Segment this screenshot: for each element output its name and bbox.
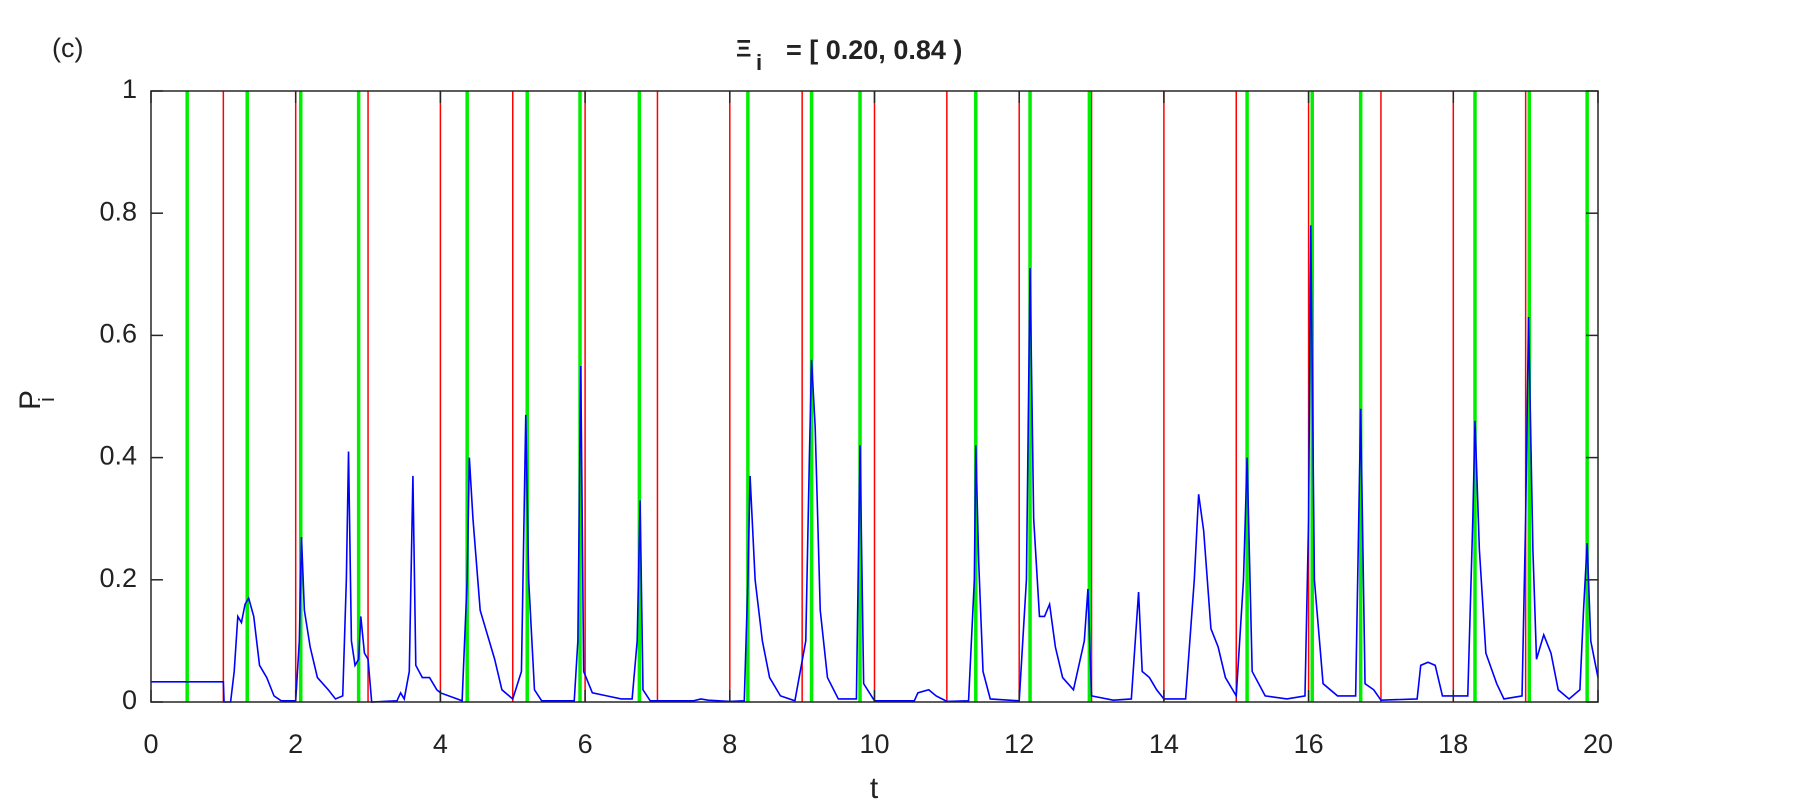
x-tick-label: 4 [433, 729, 448, 759]
title-symbol: Ξ [736, 35, 751, 62]
x-tick-label: 12 [1004, 729, 1034, 759]
y-axis-label: P [14, 390, 47, 410]
y-axis-label-subscript: i [34, 397, 59, 402]
chart-title: = [ 0.20, 0.84 ) [786, 35, 962, 65]
x-tick-label: 0 [143, 729, 158, 759]
y-label-group: P i [14, 390, 59, 410]
panel-label: (c) [52, 33, 83, 63]
x-tick-label: 14 [1149, 729, 1179, 759]
y-tick-label: 0.4 [99, 441, 137, 471]
y-tick-label: 0.6 [99, 319, 137, 349]
x-tick-label: 8 [722, 729, 737, 759]
x-tick-label: 16 [1294, 729, 1324, 759]
data-line [151, 225, 1599, 703]
x-tick-label: 6 [578, 729, 593, 759]
x-tick-label: 18 [1438, 729, 1468, 759]
y-tick-label: 0.8 [99, 196, 137, 226]
title-subscript: i [756, 50, 762, 75]
x-tick-label: 10 [859, 729, 889, 759]
y-tick-label: 0 [122, 685, 137, 715]
y-tick-label: 0.2 [99, 563, 137, 593]
x-axis-label: t [870, 772, 879, 802]
x-tick-label: 2 [288, 729, 303, 759]
x-tick-label: 20 [1583, 729, 1613, 759]
y-tick-label: 1 [122, 74, 137, 104]
